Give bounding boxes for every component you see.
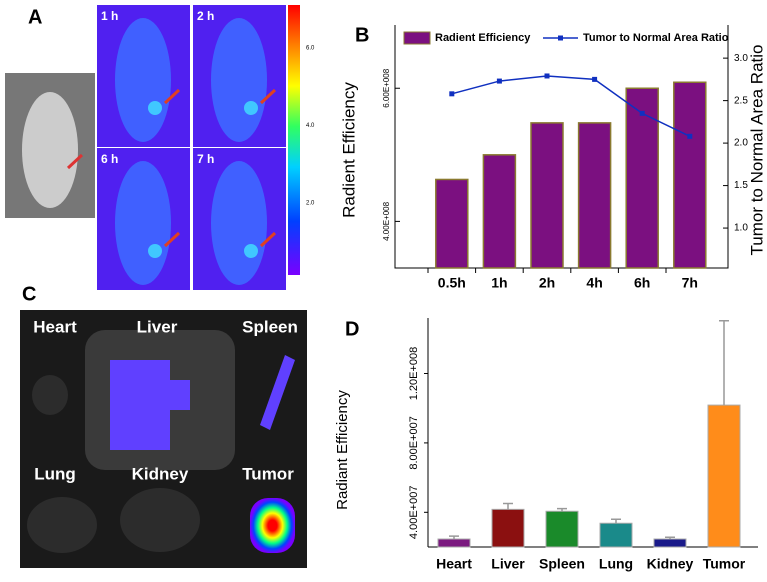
legend-swatch: [558, 35, 563, 41]
y-tick-label: 6.00E+008: [382, 68, 391, 107]
tumor-spot: [148, 101, 162, 115]
fluorescence-images: 1 h 2 h 6 h 7 h: [97, 5, 286, 290]
liver-signal: [110, 360, 190, 450]
legend-label: Tumor to Normal Area Ratio: [583, 32, 729, 44]
arrow: [259, 88, 277, 105]
mouse: [211, 18, 267, 142]
tumor-signal: [250, 498, 295, 553]
x-tick-label: Kidney: [647, 556, 694, 572]
bar: [673, 81, 707, 269]
arrow: [66, 153, 84, 170]
arrow: [163, 231, 181, 248]
lung: [27, 497, 97, 553]
x-tick-label: 7h: [682, 275, 698, 291]
error-bar: [449, 535, 459, 540]
panel-label: D: [345, 318, 359, 340]
line: [451, 75, 691, 137]
x-tick-label: Lung: [599, 556, 633, 572]
y-axis-label: Radient Efficiency: [339, 82, 358, 218]
colorbar-tick-label: 6.0: [306, 46, 315, 52]
y2-tick-label: 1.0: [734, 223, 748, 234]
error-bar: [557, 507, 567, 512]
spleen-signal: [260, 355, 295, 430]
panel-label: B: [355, 24, 369, 46]
y2-tick-label: 2.5: [734, 95, 748, 106]
mouse: [211, 161, 267, 285]
x-tick-label: Tumor: [703, 556, 746, 572]
x-tick-label: 1h: [491, 275, 507, 291]
time-label: 2 h: [197, 9, 214, 23]
bar: [577, 122, 612, 269]
organ-label: Heart: [33, 317, 77, 336]
bar: [599, 522, 633, 548]
error-bar: [665, 536, 675, 540]
line-marker: [496, 78, 502, 84]
y2-tick-label: 3.0: [734, 53, 748, 64]
tumor-spot: [244, 244, 258, 258]
colorbar-tick-label: 2.0: [306, 201, 315, 207]
panel-label: C: [22, 283, 36, 305]
organ-label: Tumor: [242, 464, 294, 483]
bar: [530, 122, 564, 269]
error-bar: [503, 502, 513, 510]
y-axis-label: Radiant Efficiency: [334, 390, 351, 510]
bar: [437, 538, 471, 548]
y-tick-label: 4.00E+007: [408, 486, 420, 540]
bar: [653, 538, 687, 548]
time-label: 7 h: [197, 152, 214, 166]
arrow: [163, 88, 181, 105]
x-tick-label: 0.5h: [438, 275, 466, 291]
organ-label: Liver: [137, 317, 178, 336]
time-label: 6 h: [101, 152, 118, 166]
organ-label: Lung: [34, 464, 76, 483]
y-tick-label: 8.00E+007: [408, 416, 420, 470]
organ-labels: Heart Liver Spleen Lung Kidney Tumor: [33, 317, 298, 483]
legend-swatch: [403, 31, 431, 45]
organ-label: Spleen: [242, 317, 298, 336]
line-marker: [449, 91, 455, 97]
panel-label: A: [28, 6, 42, 28]
bar: [435, 178, 469, 269]
y-tick-label: 4.00E+008: [382, 201, 391, 240]
line-marker: [687, 133, 693, 139]
error-bar: [611, 518, 621, 524]
line-marker: [592, 76, 598, 82]
y2-tick-label: 1.5: [734, 180, 748, 191]
mouse: [22, 92, 78, 208]
mouse: [115, 161, 171, 285]
x-tick-label: Spleen: [539, 556, 585, 572]
bar: [491, 508, 525, 548]
bar: [482, 154, 517, 269]
line-marker: [639, 110, 645, 116]
legend-label: Radient Efficiency: [435, 32, 531, 44]
x-tick-label: 2h: [539, 275, 555, 291]
line-marker: [544, 73, 550, 79]
bar: [707, 404, 741, 548]
y2-axis-label: Tumor to Normal Area Ratio: [747, 45, 766, 256]
arrow: [259, 231, 277, 248]
y-tick-label: 1.20E+008: [408, 347, 420, 401]
mouse: [115, 18, 171, 142]
y2-tick-label: 2.0: [734, 138, 748, 149]
x-tick-label: Liver: [491, 556, 525, 572]
heart: [32, 375, 68, 415]
colorbar: [288, 5, 300, 275]
colorbar-tick-label: 4.0: [306, 123, 315, 129]
organ-label: Kidney: [132, 464, 189, 483]
x-tick-label: 6h: [634, 275, 650, 291]
bar: [545, 510, 579, 548]
x-tick-label: Heart: [436, 556, 472, 572]
tumor-spot: [244, 101, 258, 115]
tumor-spot: [148, 244, 162, 258]
time-label: 1 h: [101, 9, 118, 23]
kidney: [120, 488, 200, 552]
error-bar: [719, 320, 729, 406]
x-tick-label: 4h: [586, 275, 602, 291]
